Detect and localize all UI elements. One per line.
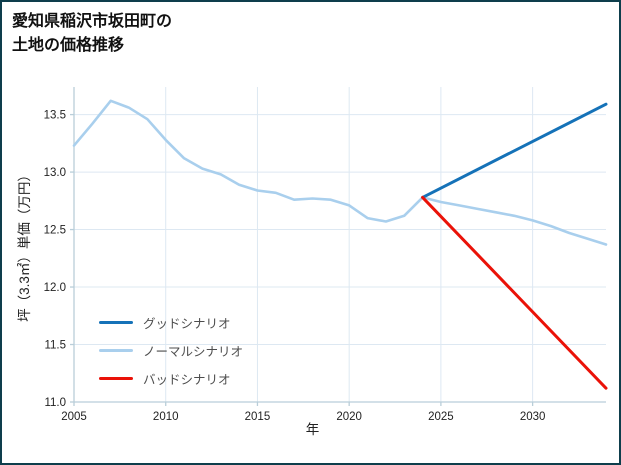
legend-item-bad-scenario: バッドシナリオ [99, 364, 243, 392]
legend-label-good-scenario: グッドシナリオ [143, 316, 231, 331]
legend-swatch-bad-scenario [99, 376, 133, 380]
x-tick-label: 2010 [153, 411, 179, 423]
series-line-0 [421, 102, 608, 199]
y-tick-label: 13.5 [44, 110, 66, 122]
page-title-line-1: 愛知県稲沢市坂田町の [12, 13, 173, 30]
legend-label-bad-scenario: バッドシナリオ [143, 372, 231, 387]
legend: グッドシナリオ ノーマルシナリオ バッドシナリオ [99, 308, 243, 392]
x-tick-label: 2015 [245, 411, 271, 423]
x-tick-label: 2030 [520, 411, 546, 423]
y-tick-label: 11.5 [44, 340, 66, 352]
y-tick-label: 12.5 [44, 225, 66, 237]
y-tick-label: 11.0 [44, 397, 66, 409]
y-tick-label: 13.0 [44, 167, 66, 179]
x-tick-label: 2005 [61, 411, 87, 423]
legend-item-normal-scenario: ノーマルシナリオ [99, 336, 243, 364]
legend-label-normal-scenario: ノーマルシナリオ [143, 344, 244, 359]
x-tick-label: 2025 [428, 411, 454, 423]
page-title: 愛知県稲沢市坂田町の 土地の価格推移 [12, 10, 172, 58]
series-line-2 [421, 195, 608, 390]
y-tick-label: 12.0 [44, 282, 66, 294]
legend-item-good-scenario: グッドシナリオ [99, 308, 243, 336]
legend-swatch-normal-scenario [99, 348, 133, 352]
x-axis-label: 年 [305, 422, 320, 437]
series-line-1 [72, 99, 608, 246]
legend-swatch-good-scenario [99, 320, 133, 324]
x-tick-label: 2020 [336, 411, 362, 423]
page-title-line-2: 土地の価格推移 [12, 37, 125, 54]
y-axis-label: 坪（3.3㎡）単価（万円） [17, 168, 32, 322]
